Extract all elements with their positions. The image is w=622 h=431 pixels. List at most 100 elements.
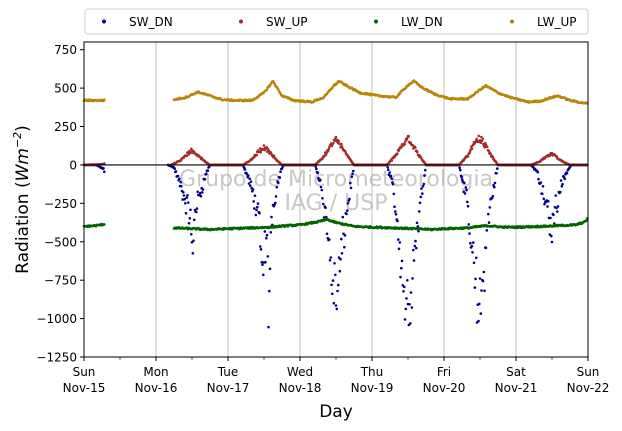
data-point — [321, 197, 324, 200]
data-point — [541, 192, 544, 196]
data-point — [541, 185, 545, 188]
data-point — [181, 198, 184, 201]
data-point — [487, 212, 490, 216]
data-point — [539, 181, 543, 184]
data-point — [184, 211, 188, 215]
data-point — [328, 238, 331, 241]
data-point — [391, 182, 395, 186]
data-point — [398, 241, 402, 244]
data-point — [316, 171, 320, 175]
data-point — [331, 279, 335, 282]
x-tick-label-day: Sat — [506, 365, 526, 379]
data-point — [400, 266, 403, 270]
series-lw-up — [82, 79, 589, 105]
data-point — [411, 277, 414, 280]
x-tick-label-date: Nov-22 — [567, 381, 610, 395]
data-point — [254, 213, 258, 217]
x-tick-label-day: Mon — [143, 365, 168, 379]
data-point — [174, 170, 178, 173]
data-point — [332, 141, 335, 145]
data-point — [348, 197, 351, 201]
data-point — [409, 322, 412, 325]
x-tick-label-day: Sun — [577, 365, 600, 379]
data-point — [403, 285, 406, 289]
data-point — [343, 234, 347, 237]
data-point — [550, 240, 554, 244]
data-point — [199, 191, 202, 195]
data-point — [414, 146, 417, 149]
data-point — [179, 180, 182, 184]
legend-marker-sw-dn — [102, 19, 106, 24]
legend-label-lw-up: LW_UP — [537, 15, 576, 29]
data-point — [267, 325, 270, 329]
data-point — [393, 205, 396, 208]
data-point — [463, 192, 467, 195]
data-point — [336, 289, 339, 293]
data-point — [259, 248, 263, 251]
data-point — [340, 145, 344, 148]
data-point — [349, 186, 353, 190]
data-point — [270, 215, 273, 219]
data-point — [338, 269, 342, 273]
y-axis-label-prefix: Radiation ( — [13, 181, 33, 273]
data-point — [486, 145, 489, 149]
data-point — [265, 233, 269, 237]
data-point — [481, 137, 485, 141]
data-point — [255, 205, 259, 209]
data-point — [320, 188, 324, 192]
data-point — [274, 201, 277, 205]
data-point — [346, 202, 350, 205]
data-point — [408, 303, 411, 306]
data-point — [404, 307, 408, 311]
data-point — [183, 197, 186, 201]
data-point — [416, 150, 419, 154]
data-point — [407, 135, 411, 138]
x-axis-label: Day — [319, 402, 353, 422]
data-point — [565, 171, 569, 175]
x-tick-label-date: Nov-21 — [495, 381, 538, 395]
data-point — [475, 256, 478, 260]
data-point — [461, 178, 464, 181]
data-point — [470, 244, 474, 248]
data-point — [472, 261, 476, 265]
data-point — [103, 98, 106, 101]
data-point — [468, 232, 471, 235]
data-point — [315, 167, 318, 171]
data-point — [400, 146, 403, 149]
data-point — [394, 213, 398, 216]
data-point — [459, 168, 462, 172]
data-point — [255, 208, 258, 212]
data-point — [278, 176, 282, 179]
data-point — [388, 171, 392, 174]
data-point — [340, 237, 343, 241]
data-point — [268, 267, 272, 271]
data-point — [344, 150, 347, 153]
data-point — [561, 182, 564, 186]
data-point — [334, 135, 338, 139]
data-point — [470, 147, 474, 151]
data-point — [387, 168, 390, 172]
data-point — [410, 306, 414, 309]
data-point — [392, 192, 396, 196]
data-point — [249, 180, 253, 183]
data-point — [414, 239, 417, 243]
data-point — [203, 178, 207, 181]
data-point — [403, 318, 407, 321]
data-point — [397, 238, 400, 241]
data-point — [406, 279, 409, 282]
data-point — [247, 182, 251, 185]
data-point — [547, 200, 550, 203]
data-point — [322, 202, 325, 206]
y-tick-label: 500 — [54, 82, 77, 96]
data-point — [559, 179, 563, 182]
y-axis-label-exponent: −2 — [11, 132, 24, 148]
data-point — [337, 283, 340, 287]
data-point — [182, 191, 185, 194]
data-point — [489, 152, 493, 156]
data-point — [485, 229, 489, 232]
data-point — [351, 172, 354, 176]
data-point — [422, 182, 426, 186]
data-point — [421, 192, 424, 195]
data-point — [483, 146, 487, 149]
data-point — [424, 168, 427, 172]
